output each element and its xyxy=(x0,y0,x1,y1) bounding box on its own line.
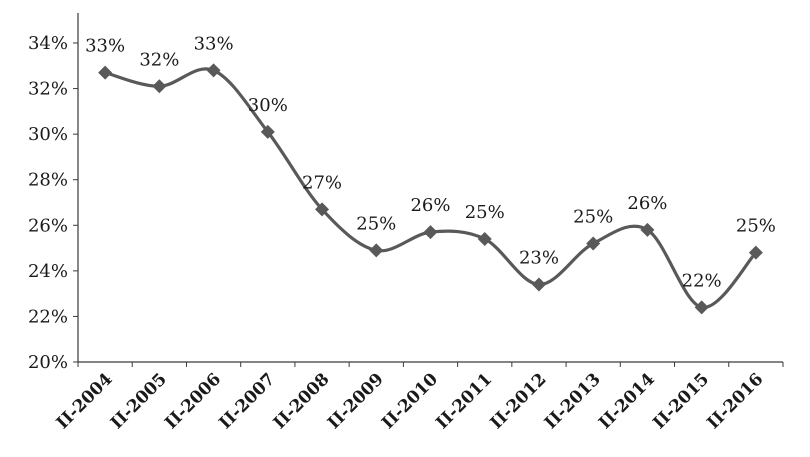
data-label: 25% xyxy=(356,213,396,234)
x-tick-label: II-2011 xyxy=(432,369,496,433)
data-label: 22% xyxy=(682,270,722,291)
data-label: 26% xyxy=(627,193,667,214)
series-line xyxy=(104,67,758,309)
y-tick-label: 26% xyxy=(28,215,68,236)
x-tick-label: II-2005 xyxy=(107,369,171,433)
data-label: 27% xyxy=(302,172,342,193)
y-tick-label: 20% xyxy=(28,352,68,373)
data-point-marker xyxy=(315,202,330,217)
data-label: 25% xyxy=(736,216,776,237)
y-tick-label: 24% xyxy=(28,261,68,282)
data-point-marker xyxy=(477,231,492,246)
data-label: 33% xyxy=(194,33,234,54)
data-point-marker xyxy=(531,277,546,292)
data-point-marker xyxy=(694,300,709,315)
y-tick-label: 30% xyxy=(28,124,68,145)
y-tick-label: 22% xyxy=(28,306,68,327)
x-tick-label: II-2006 xyxy=(161,369,225,433)
x-tick-label: II-2014 xyxy=(595,369,659,433)
x-tick-label: II-2008 xyxy=(270,369,334,433)
data-point-marker xyxy=(748,245,763,260)
x-tick-label: II-2016 xyxy=(704,369,768,433)
data-label: 25% xyxy=(465,202,505,223)
x-tick-label: II-2010 xyxy=(378,369,442,433)
data-point-marker xyxy=(260,124,275,139)
x-tick-label: II-2015 xyxy=(649,369,713,433)
data-point-marker xyxy=(423,225,438,240)
data-label: 23% xyxy=(519,248,559,269)
data-label: 25% xyxy=(573,207,613,228)
x-tick-label: II-2012 xyxy=(487,369,551,433)
data-point-marker xyxy=(640,222,655,237)
data-label: 30% xyxy=(248,95,288,116)
data-label: 26% xyxy=(410,195,450,216)
data-point-marker xyxy=(152,79,167,94)
x-tick-label: II-2004 xyxy=(53,369,117,433)
data-point-marker xyxy=(98,65,113,80)
x-tick-label: II-2009 xyxy=(324,369,388,433)
y-tick-label: 28% xyxy=(28,170,68,191)
data-label: 33% xyxy=(85,36,125,57)
data-label: 32% xyxy=(139,49,179,70)
x-tick-label: II-2013 xyxy=(541,369,605,433)
data-point-marker xyxy=(586,236,601,251)
y-tick-label: 34% xyxy=(28,33,68,54)
data-point-marker xyxy=(369,243,384,258)
data-point-marker xyxy=(206,63,221,78)
x-tick-label: II-2007 xyxy=(216,369,280,433)
y-tick-label: 32% xyxy=(28,79,68,100)
